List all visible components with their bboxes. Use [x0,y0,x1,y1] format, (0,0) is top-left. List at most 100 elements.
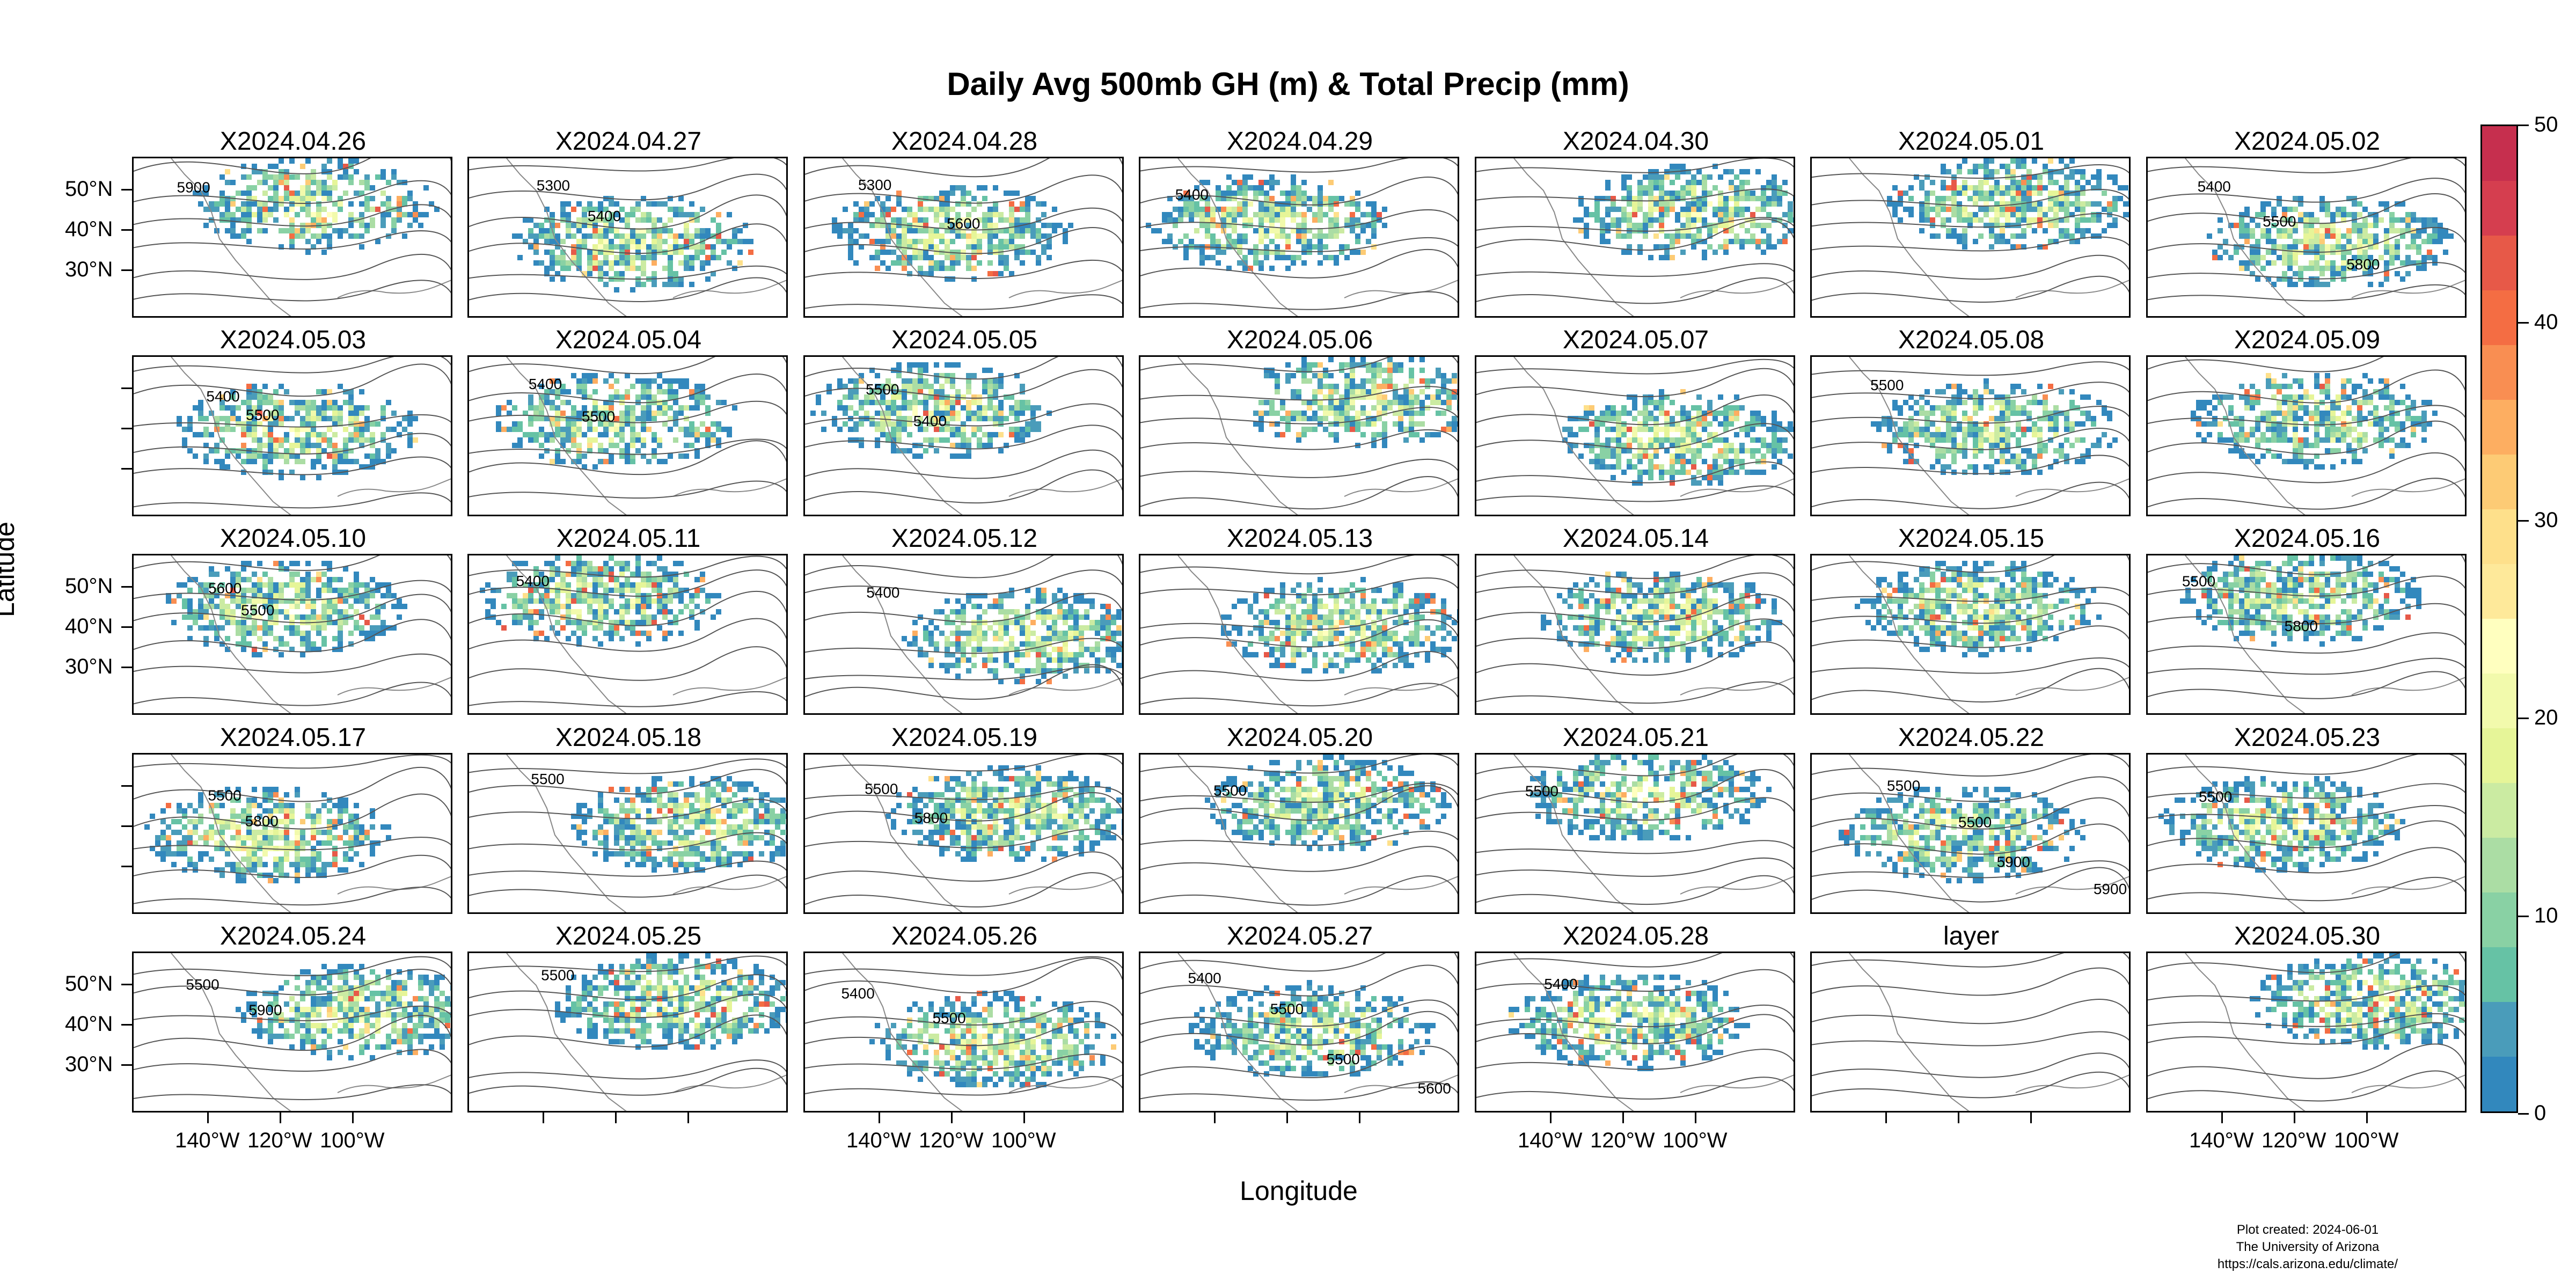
precip-field [1253,357,1458,448]
precip-cell [2010,207,2016,212]
precip-cell [1691,453,1696,459]
precip-cell [246,212,252,217]
precip-cell [1382,207,1387,212]
precip-cell [1994,459,2000,464]
precip-cell [517,421,523,427]
precip-cell [1957,421,1962,427]
precip-cell [977,185,982,191]
precip-cell [1403,405,1409,411]
precip-cell [1382,378,1387,384]
precip-cell [1030,223,1036,228]
precip-cell [598,271,603,276]
precip-cell [1941,196,1946,201]
precip-cell [961,217,966,223]
precip-cell [2102,207,2107,212]
precip-cell [2010,212,2016,217]
precip-cell [891,432,896,437]
precip-cell [1350,368,1355,373]
precip-cell [635,255,641,260]
contour-line [134,253,451,280]
precip-cell [630,255,635,260]
precip-cell [1686,201,1691,207]
precip-cell [668,453,673,459]
precip-cell [1398,427,1403,432]
precip-cell [252,432,257,437]
precip-cell [1183,212,1189,217]
precip-cell [950,223,955,228]
precip-cell [880,260,885,266]
precip-cell [1772,411,1777,416]
precip-cell [1312,217,1318,223]
precip-cell [1030,196,1036,201]
precip-cell [1788,212,1793,217]
precip-cell [982,378,987,384]
precip-cell [2037,443,2043,448]
precip-cell [268,207,273,212]
precip-cell [598,432,603,437]
precip-cell [1788,421,1793,427]
precip-cell [1664,212,1670,217]
precip-cell [268,437,273,443]
precip-cell [1009,244,1014,250]
precip-cell [2319,421,2325,427]
precip-cell [338,164,343,169]
precip-cell [2277,453,2282,459]
precip-cell [1419,411,1425,416]
precip-cell [1285,416,1291,421]
precip-cell [571,411,576,416]
precip-cell [2362,223,2368,228]
precip-cell [880,244,885,250]
precip-cell [413,201,418,207]
precip-cell [2032,394,2037,400]
precip-cell [1793,217,1794,223]
contour-line [2148,452,2465,484]
precip-cell [853,394,859,400]
precip-cell [375,453,380,459]
precip-cell [2346,427,2352,432]
contour-line [1140,476,1458,510]
precip-cell [1973,427,1978,432]
precip-cell [1745,191,1750,196]
precip-cell [1984,212,1989,217]
precip-cell [2255,223,2260,228]
precip-cell [1664,196,1670,201]
precip-cell [1648,223,1653,228]
precip-cell [576,427,582,432]
precip-cell [977,201,982,207]
precip-cell [939,196,945,201]
precip-cell [1670,400,1675,405]
precip-cell [1994,432,2000,437]
precip-cell [907,416,912,421]
precip-cell [332,421,338,427]
precip-cell [305,239,311,244]
precip-cell [230,588,236,593]
precip-cell [1210,212,1216,217]
contour-line [1476,277,1794,304]
precip-cell [214,572,219,577]
precip-cell [678,276,684,282]
precip-cell [359,244,364,250]
precip-cell [539,411,544,416]
precip-cell [2075,180,2080,185]
precip-cell [225,228,230,233]
precip-cell [2016,443,2021,448]
contour-line [1812,406,2129,424]
precip-cell [2379,378,2384,384]
precip-cell [955,427,961,432]
precip-cell [673,282,678,287]
precip-cell [1189,217,1194,223]
precip-cell [2427,217,2432,223]
precip-cell [289,453,295,459]
precip-cell [1924,196,1930,201]
precip-cell [528,394,533,400]
precip-cell [987,217,993,223]
precip-cell [1670,480,1675,486]
precip-cell [1696,416,1702,421]
precip-cell [1291,212,1296,217]
precip-cell [1967,394,1973,400]
contour-line [134,456,451,475]
precip-cell [1664,448,1670,453]
precip-cell [539,260,544,266]
precip-cell [300,223,305,228]
precip-cell [209,572,214,577]
